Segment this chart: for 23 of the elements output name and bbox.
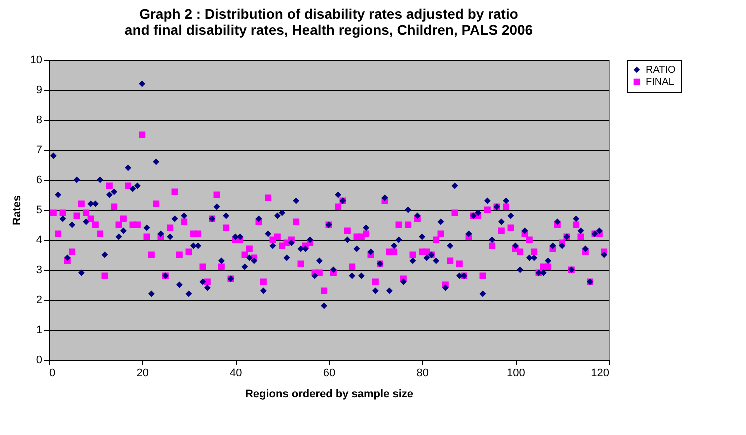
x-tick-label: 40: [230, 368, 242, 380]
x-tick-label: 60: [323, 368, 336, 380]
y-tick-label: 8: [36, 114, 42, 126]
y-tick-label: 10: [30, 54, 42, 66]
y-tick-label: 2: [36, 294, 42, 306]
y-tick-label: 6: [36, 174, 42, 186]
legend-label: FINAL: [646, 77, 675, 88]
x-tick-label: 100: [506, 368, 526, 380]
x-tick-label: 80: [416, 368, 429, 380]
y-tick-label: 5: [36, 204, 42, 216]
chart-title: Graph 2 : Distribution of disability rates adjusted by ratio and final disability rates, Health regions, Children, PALS 2006: [124, 6, 534, 38]
y-tick-label: 0: [36, 354, 42, 366]
y-tick-label: 1: [36, 324, 42, 336]
y-tick-label: 3: [36, 264, 42, 276]
x-tick-label: 120: [591, 368, 610, 380]
x-axis-title: Regions ordered by sample size: [245, 388, 414, 400]
x-tick-label: 0: [50, 368, 56, 380]
y-tick-label: 7: [36, 144, 42, 156]
y-tick-label: 4: [36, 234, 42, 246]
y-axis-title: Rates: [11, 196, 24, 226]
y-tick-label: 9: [36, 84, 42, 96]
legend-label: RATIO: [646, 65, 676, 76]
x-tick-label: 20: [136, 368, 149, 380]
